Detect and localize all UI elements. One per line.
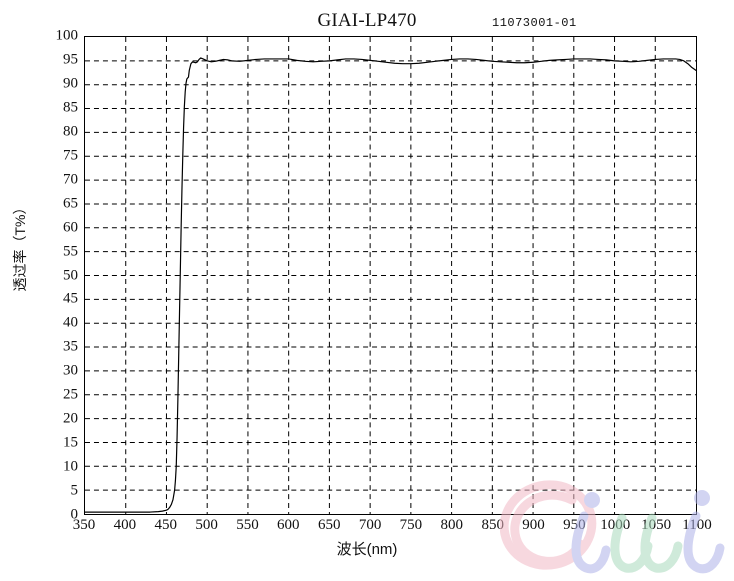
plot-area: [84, 36, 697, 515]
y-tick-label: 75: [63, 147, 78, 164]
y-axis-label: 透过率（T%）: [12, 200, 28, 292]
x-tick-label: 550: [236, 517, 259, 533]
x-tick-label: 1100: [682, 517, 712, 533]
y-tick-label: 20: [63, 410, 78, 427]
x-tick-label: 750: [399, 517, 423, 533]
x-tick-label: 1000: [600, 517, 631, 533]
y-tick-label: 95: [63, 51, 78, 68]
y-tick-label: 5: [70, 482, 79, 499]
x-tick-label: 700: [358, 517, 382, 533]
chart-title: GIAI-LP470: [317, 10, 417, 31]
x-tick-label: 800: [440, 517, 464, 533]
x-tick-label: 1050: [641, 517, 672, 533]
y-tick-label: 0: [70, 506, 79, 523]
y-tick-label: 10: [63, 458, 78, 475]
x-tick-label: 900: [522, 517, 545, 533]
x-tick-label: 950: [563, 517, 586, 533]
y-tick-label: 30: [63, 362, 78, 379]
y-tick-label: 90: [63, 75, 78, 92]
gridlines: [85, 37, 696, 514]
x-tick-label: 400: [113, 517, 137, 533]
y-tick-label: 35: [63, 338, 78, 355]
y-tick-label: 85: [63, 99, 78, 116]
y-tick-label: 15: [63, 434, 78, 451]
x-tick-label: 600: [277, 517, 300, 533]
y-tick-label: 25: [63, 386, 78, 403]
x-tick-label: 500: [195, 517, 218, 533]
x-tick-label: 350: [72, 517, 96, 533]
x-tick-label: 450: [154, 517, 177, 533]
x-tick-label: 850: [481, 517, 504, 533]
y-tick-label: 80: [63, 123, 78, 140]
transmittance-curve: [85, 37, 696, 514]
serial-code: 11073001-01: [492, 16, 577, 30]
x-tick-label: 650: [317, 517, 341, 533]
x-axis-label: 波长(nm): [336, 541, 398, 558]
y-tick-label: 40: [63, 314, 78, 331]
